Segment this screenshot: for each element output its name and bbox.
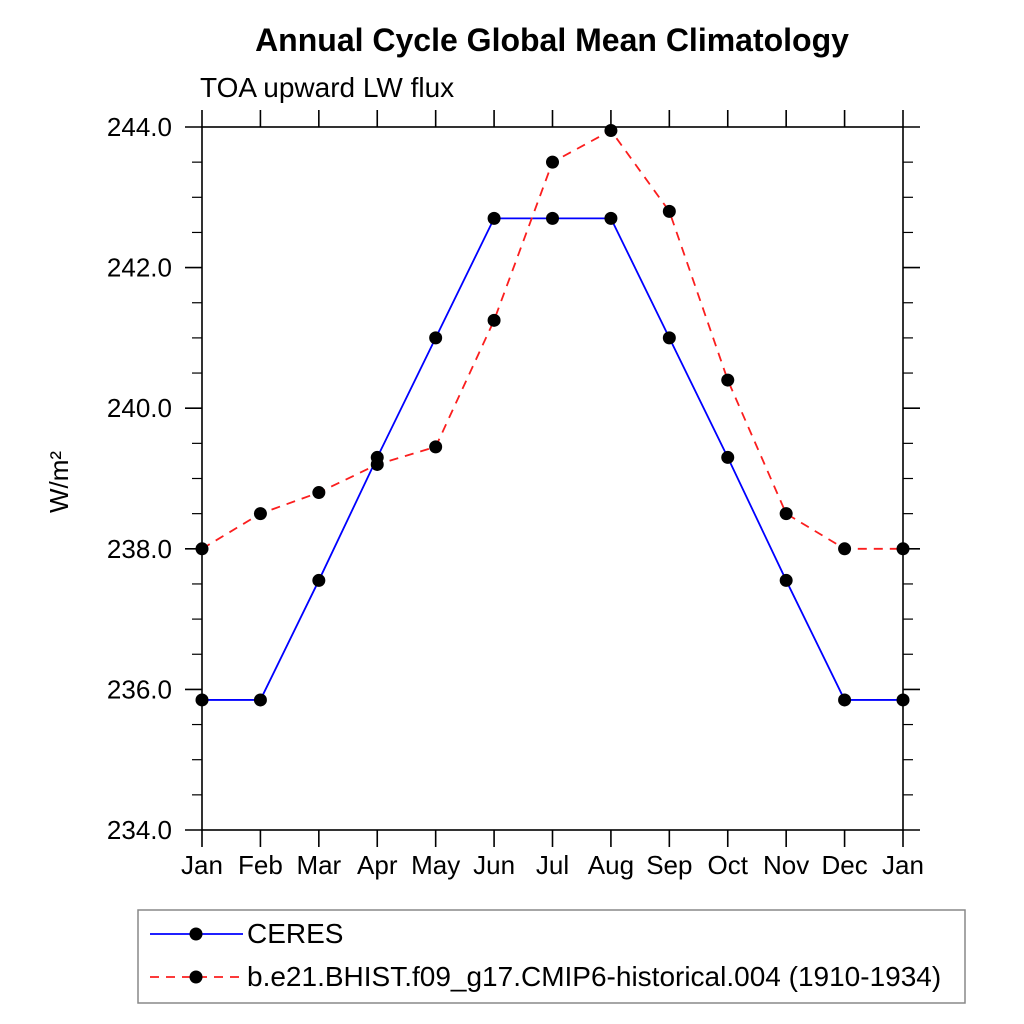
data-point-marker [779,507,793,521]
x-axis-tick-label: Jun [473,850,515,880]
legend-label: b.e21.BHIST.f09_g17.CMIP6-historical.004… [247,961,941,992]
data-point-marker [429,440,443,454]
data-point-marker [253,507,267,521]
plot-area: Jan Feb Mar Apr May Jun Jul Aug Sep Oct Nov Dec Jan 2… [107,110,966,1004]
legend-box [137,909,966,1004]
x-axis-tick-label: Aug [588,850,634,880]
data-point-marker [838,693,852,707]
y-axis-tick-label: 240.0 [107,393,172,423]
data-point-marker [721,373,735,387]
data-point-marker [312,486,326,500]
data-point-marker [487,211,501,225]
series-line-1 [201,129,903,550]
x-axis-tick-label: Oct [708,850,749,880]
legend-marker [189,970,203,984]
data-point-marker [487,313,501,327]
data-point-marker [546,211,559,225]
x-axis-tick-label: Mar [296,850,341,880]
y-axis-tick-label: 236.0 [107,674,172,704]
data-point-marker [370,457,384,471]
x-axis-tick-label: Feb [238,850,283,880]
data-point-marker [195,693,209,707]
chart-subtitle: TOA upward LW flux [200,72,454,103]
legend-marker [189,927,203,941]
y-axis-title: W/m² [44,451,74,513]
y-axis-tick-label: 234.0 [107,815,172,845]
x-axis-tick-label: Apr [357,850,398,880]
x-axis-tick-label: Nov [763,850,809,880]
data-point-marker [429,331,443,345]
data-point-marker [604,124,618,138]
x-axis-tick-label: Dec [821,850,867,880]
data-point-marker [195,542,209,556]
x-axis-tick-label: Jan [882,850,924,880]
x-axis-tick-label: Jan [181,850,223,880]
series-line-0 [202,217,903,701]
data-point-marker [896,542,910,556]
legend-label: CERES [247,918,343,949]
x-axis-tick-label: Sep [646,850,692,880]
axis-frame [201,126,904,831]
data-point-marker [604,211,618,225]
y-axis-tick-label: 238.0 [107,534,172,564]
y-axis-tick-label: 244.0 [107,112,172,142]
data-point-marker [779,573,793,587]
x-axis-tick-label: May [411,850,460,880]
data-point-marker [721,450,735,464]
data-point-marker [662,204,676,218]
data-point-marker [838,542,852,556]
data-point-marker [312,573,326,587]
y-axis-tick-label: 242.0 [107,253,172,283]
data-point-marker [546,155,559,169]
data-point-marker [896,693,910,707]
data-point-marker [662,331,676,345]
chart-title: Annual Cycle Global Mean Climatology [255,22,849,58]
data-point-marker [253,693,267,707]
x-axis-tick-label: Jul [536,850,569,880]
